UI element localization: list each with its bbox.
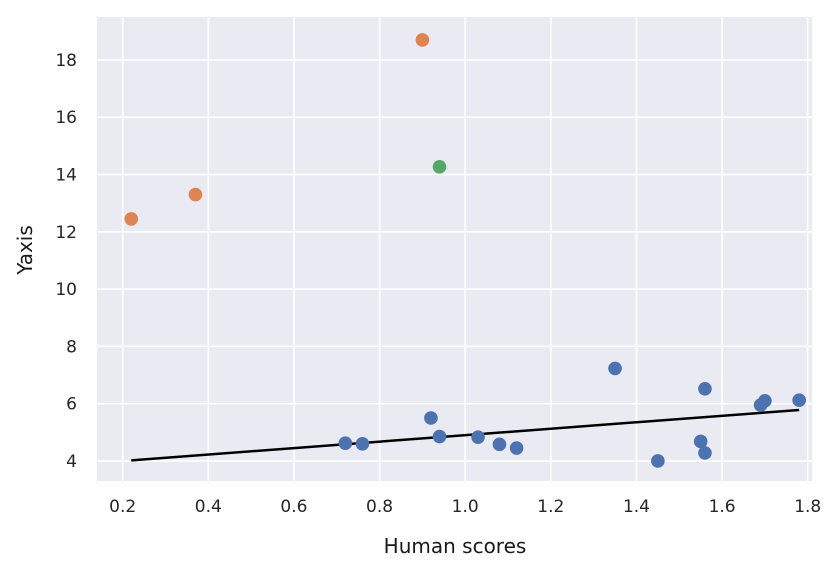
plot-background: [97, 17, 812, 481]
trendline-layer: [131, 408, 800, 462]
y-tick-label: 12: [55, 223, 77, 243]
trendline: [131, 408, 800, 462]
x-tick-label: 0.2: [109, 497, 136, 517]
data-point-series-2: [188, 187, 203, 202]
data-point-series-1: [432, 429, 447, 444]
y-tick-labels: 4 6 8 10 12 14 16 18: [55, 51, 77, 472]
data-point-series-2: [124, 212, 139, 226]
y-tick-label: 14: [55, 166, 77, 186]
data-point-series-1: [471, 430, 485, 444]
data-point-series-1: [698, 381, 712, 396]
x-tick-label: 0.6: [280, 497, 307, 517]
data-point-series-1: [651, 454, 665, 468]
data-point-series-3: [432, 159, 447, 174]
data-point-series-1: [792, 393, 806, 408]
data-point-series-1: [758, 394, 772, 408]
x-tick-label: 0.8: [366, 497, 393, 517]
data-point-series-1: [492, 437, 507, 452]
data-point-series-1: [698, 446, 712, 460]
x-axis-label: Human scores: [384, 534, 527, 558]
x-tick-label: 0.4: [195, 497, 222, 517]
x-tick-labels: 0.2 0.4 0.6 0.8 1.0 1.2 1.4 1.6 1.8: [109, 497, 821, 517]
y-tick-label: 10: [55, 280, 77, 300]
data-point-series-1: [424, 411, 438, 425]
x-tick-label: 1.6: [709, 497, 736, 517]
grid-lines: [97, 17, 812, 481]
y-tick-label: 6: [66, 395, 77, 415]
x-tick-label: 1.4: [623, 497, 650, 517]
data-point-series-1: [355, 436, 370, 451]
data-point-series-1: [693, 434, 708, 449]
y-tick-label: 8: [66, 337, 77, 357]
data-point-series-1: [509, 441, 524, 455]
y-tick-label: 4: [66, 452, 77, 472]
data-points: [124, 33, 806, 468]
data-point-series-2: [415, 33, 430, 47]
data-point-series-1: [338, 436, 353, 450]
x-tick-label: 1.2: [537, 497, 564, 517]
y-tick-label: 16: [55, 108, 77, 128]
data-point-series-1: [608, 361, 622, 376]
x-tick-label: 1.0: [452, 497, 479, 517]
x-tick-label: 1.8: [794, 497, 821, 517]
y-tick-label: 18: [55, 51, 77, 71]
y-axis-label: Yaxis: [13, 225, 37, 276]
